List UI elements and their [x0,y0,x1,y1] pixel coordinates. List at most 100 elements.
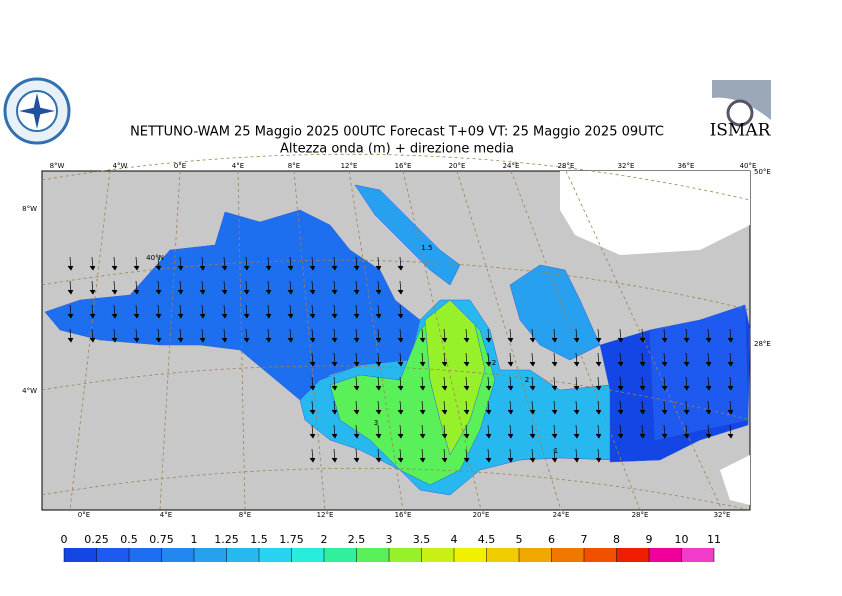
arrow-head [529,337,536,343]
arrow-head [551,337,558,343]
sea [44,184,751,496]
colorbar-label: 1 [191,533,198,546]
arrow-head [485,433,492,439]
arrow-head [89,265,96,271]
arrow-head [683,385,690,391]
colorbar-swatch [64,548,97,562]
lon-label: 28°E [558,162,575,170]
arrow-head [243,313,250,319]
lon-label: 4°E [160,511,172,519]
arrow-head [595,385,602,391]
arrow-head [397,409,404,415]
lon-label: 8°W [50,162,65,170]
colorbar-swatch [551,548,584,562]
arrow-head [309,337,316,343]
arrow-head [331,385,338,391]
lon-label: 12°E [317,511,334,519]
arrow-head [331,409,338,415]
colorbar-label: 3 [386,533,393,546]
lat-label: 40°N [146,254,164,262]
colorbar-label: 1.5 [250,533,268,546]
grid [41,153,751,511]
arrow-head [375,385,382,391]
colorbar-swatch [421,548,454,562]
arrow-head [573,433,580,439]
arrow-head [639,385,646,391]
arrow-head [177,265,184,271]
colorbar-swatch [129,548,162,562]
arrow-head [683,433,690,439]
arrow-head [441,409,448,415]
arrow-head [177,313,184,319]
arrow-head [67,337,74,343]
arrow-head [419,457,426,463]
arrow-head [67,313,74,319]
arrow-head [287,337,294,343]
arrow-head [353,409,360,415]
arrow-head [155,337,162,343]
arrow-head [375,313,382,319]
arrow-head [133,337,140,343]
arrow-head [705,409,712,415]
arrow-head [529,433,536,439]
arrow-head [727,409,734,415]
arrow-head [397,265,404,271]
arrow-head [683,337,690,343]
arrow-head [375,289,382,295]
arrow-head [419,433,426,439]
arrow-head [683,409,690,415]
arrow-head [441,433,448,439]
arrow-head [551,361,558,367]
colorbar-label: 8 [613,533,620,546]
arrow-head [199,337,206,343]
lon-label: 16°E [395,511,412,519]
arrow-head [463,409,470,415]
lon-label: 24°E [503,162,520,170]
arrow-head [67,265,74,271]
arrow-head [397,433,404,439]
arrow-head [419,337,426,343]
arrow-head [309,289,316,295]
colorbar-label: 5 [516,533,523,546]
arrow-head [309,265,316,271]
arrow-head [397,457,404,463]
arrow-head [199,265,206,271]
arrow-head [463,457,470,463]
arrow-head [133,265,140,271]
contour-label: 2 [525,376,529,384]
lon-label: 8°E [288,162,300,170]
arrow-head [551,433,558,439]
arrow-head [353,265,360,271]
arrow-head [441,361,448,367]
arrow-head [353,361,360,367]
arrow-head [507,457,514,463]
arrow-head [661,433,668,439]
arrow-head [111,289,118,295]
arrow-head [199,289,206,295]
colorbar-label: 2 [321,533,328,546]
arrow-head [529,457,536,463]
arrow-head [617,409,624,415]
arrow-head [353,433,360,439]
colorbar-swatch [291,548,324,562]
arrow-head [639,361,646,367]
colorbar-swatch [389,548,422,562]
lon-label: 28°E [632,511,649,519]
lon-label: 8°E [239,511,251,519]
colorbar-swatch [584,548,617,562]
arrow-head [265,337,272,343]
lat-label: 4°W [22,387,37,395]
arrow-head [353,337,360,343]
arrow-head [463,361,470,367]
arrow-head [221,265,228,271]
map-land-light [560,171,750,505]
lat-label: 28°E [754,340,771,348]
arrow-head [331,457,338,463]
arrow-head [507,409,514,415]
arrow-head [419,409,426,415]
arrow-head [441,385,448,391]
arrow-head [727,433,734,439]
lon-label: 4°E [232,162,244,170]
lon-label: 40°E [740,162,757,170]
